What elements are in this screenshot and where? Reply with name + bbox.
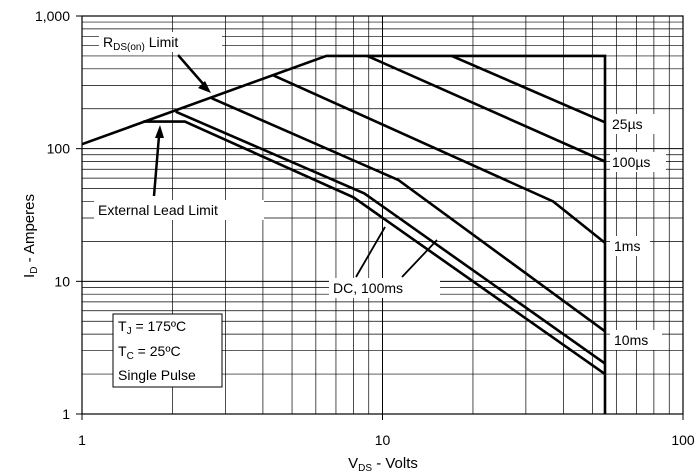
dc-arrow-1 bbox=[355, 226, 386, 278]
label-25us-box bbox=[610, 114, 656, 134]
cond-tc: TC = 25ºC bbox=[118, 343, 181, 362]
y-tick-label: 10 bbox=[54, 273, 70, 289]
label-25us: 25µs bbox=[612, 116, 643, 132]
rds-limit-rest: Limit bbox=[145, 34, 179, 50]
label-1ms-box bbox=[610, 236, 650, 256]
dc-label: DC, 100ms bbox=[333, 280, 403, 296]
label-100us-box bbox=[610, 152, 666, 172]
rds-arrow-head bbox=[198, 81, 211, 93]
x-axis-label-sub: DS bbox=[358, 463, 372, 473]
series-line-3 bbox=[271, 73, 606, 244]
conditions-box bbox=[112, 313, 223, 388]
cond-tc-sub: C bbox=[127, 351, 134, 362]
series-line-4 bbox=[211, 97, 606, 333]
rds-limit-label: RDS(on) Limit bbox=[103, 34, 178, 53]
y-axis-label: ID - Amperes bbox=[21, 194, 40, 278]
tick-labels: 1 10 100 1 10 100 1,000 bbox=[35, 8, 695, 448]
rds-limit-sub: DS(on) bbox=[113, 42, 145, 53]
external-lead-arrow bbox=[152, 135, 161, 197]
label-100us: 100µs bbox=[612, 154, 650, 170]
x-axis-label: VDS - Volts bbox=[348, 455, 418, 473]
y-tick-label: 1 bbox=[62, 406, 70, 422]
x-tick-label: 10 bbox=[375, 432, 391, 448]
label-1ms: 1ms bbox=[614, 238, 640, 254]
rds-arrow bbox=[177, 54, 206, 87]
x-axis-label-main: V bbox=[348, 455, 358, 472]
series-line-2 bbox=[366, 54, 606, 163]
label-10ms-box bbox=[610, 330, 662, 350]
cond-tj: TJ = 175ºC bbox=[118, 318, 186, 337]
dc-label-box bbox=[329, 278, 440, 298]
series-line-1 bbox=[451, 54, 606, 124]
cond-tj-sub: J bbox=[127, 326, 132, 337]
external-lead-arrow-head bbox=[155, 125, 164, 138]
series-line-0 bbox=[81, 54, 607, 414]
cond-single-pulse: Single Pulse bbox=[118, 367, 196, 383]
grid bbox=[81, 16, 683, 415]
cond-tj-main: T bbox=[118, 318, 127, 334]
y-tick-label: 100 bbox=[47, 141, 71, 157]
y-axis-label-rest: - Amperes bbox=[21, 194, 38, 267]
external-lead-label: External Lead Limit bbox=[98, 202, 218, 218]
annotations: RDS(on) Limit External Lead Limit 25µs 1… bbox=[94, 32, 666, 388]
series-line-6 bbox=[175, 110, 606, 365]
x-tick-label: 1 bbox=[78, 432, 86, 448]
rds-limit-main: R bbox=[103, 34, 113, 50]
x-axis-label-rest: - Volts bbox=[372, 455, 418, 472]
plot-frame bbox=[81, 15, 684, 415]
y-tick-label: 1,000 bbox=[35, 8, 70, 24]
y-axis-label-sub: D bbox=[29, 267, 40, 274]
x-tick-label: 100 bbox=[671, 432, 695, 448]
cond-tc-rest: = 25ºC bbox=[134, 343, 181, 359]
cond-tc-main: T bbox=[118, 343, 127, 359]
series-line-5 bbox=[143, 120, 606, 376]
y-axis-label-main: I bbox=[21, 274, 38, 278]
series-group bbox=[81, 54, 607, 414]
label-10ms: 10ms bbox=[614, 332, 648, 348]
dc-arrow-2 bbox=[401, 239, 438, 278]
external-lead-label-box bbox=[94, 200, 264, 220]
cond-tj-rest: = 175ºC bbox=[132, 318, 187, 334]
rds-label-box bbox=[99, 32, 222, 52]
